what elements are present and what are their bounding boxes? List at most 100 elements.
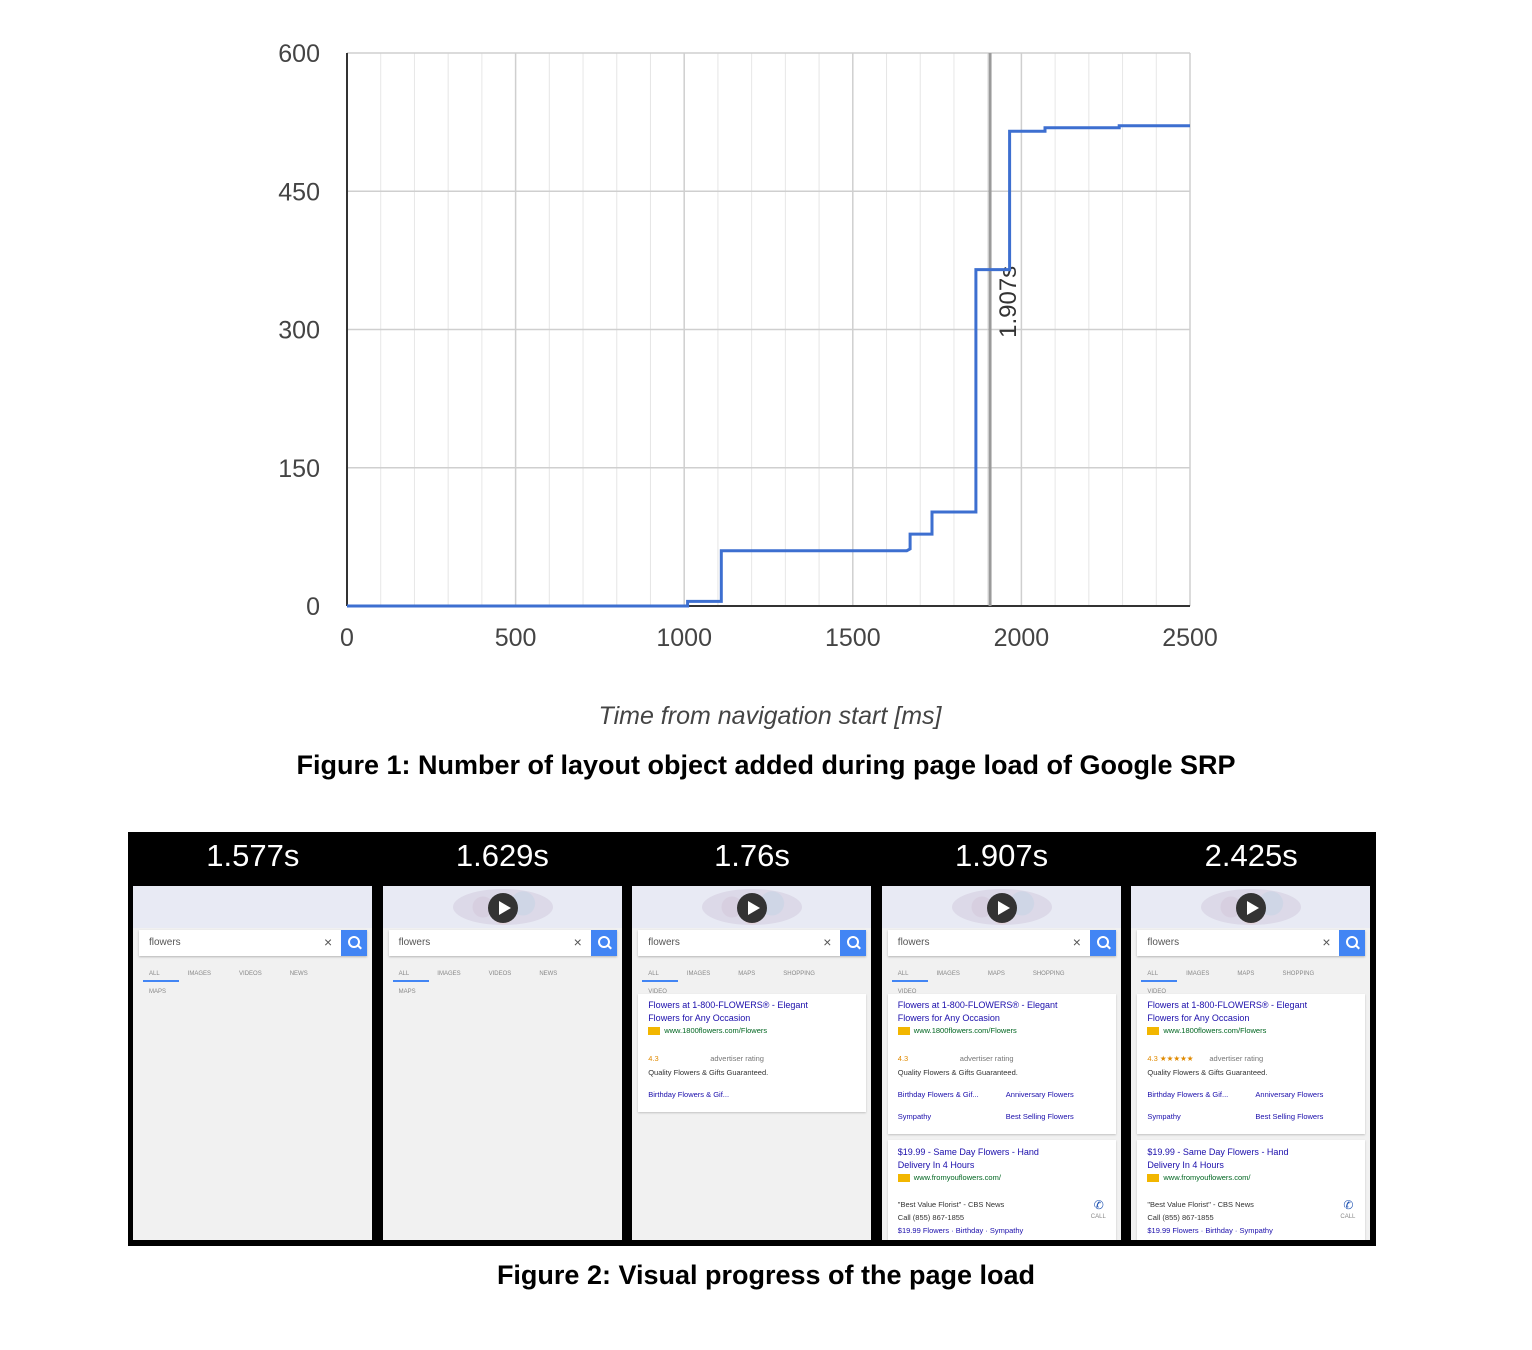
search-bar: flowers × <box>139 930 367 956</box>
figure-2-caption: Figure 2: Visual progress of the page lo… <box>496 1260 1036 1290</box>
tab-label: NEWS <box>539 971 558 977</box>
frame-timestamp: 1.629s <box>455 838 549 873</box>
tab-label: IMAGES <box>437 971 461 977</box>
tab-label: VIDEO <box>897 989 917 995</box>
search-icon <box>341 930 367 956</box>
ad-badge <box>897 1174 910 1183</box>
tab-label: ALL <box>648 971 659 977</box>
ad-url-text: www.1800flowers.com/Flowers <box>913 1026 1017 1035</box>
play-icon <box>737 893 768 923</box>
ad-rating: 4.3 <box>648 1054 659 1063</box>
ad-title-line-1: Flowers at 1-800-FLOWERS® - Elegant <box>1147 1000 1308 1010</box>
clear-icon: × <box>324 934 333 950</box>
play-icon <box>1236 893 1267 923</box>
y-tick-label: 150 <box>278 455 320 483</box>
tab-label: VIDEOS <box>239 971 262 977</box>
result-tabs: ALL IMAGES VIDEOS NEWS MAPS <box>389 962 617 995</box>
ad-sitelink: Anniversary Flowers <box>1255 1090 1324 1099</box>
search-bar: flowers × <box>388 930 617 956</box>
tab-label: ALL <box>1147 971 1159 977</box>
tab-label: MAPS <box>149 989 167 995</box>
x-tick-labels: 0 500 1000 1500 2000 2500 <box>340 624 1218 652</box>
search-icon <box>840 930 867 956</box>
frame-2: 1.629s flowers × ALL IMAGES VIDEOS NEWS MAPS <box>378 832 628 1246</box>
time-marker: 1.907s <box>988 53 1022 606</box>
ad-url-text: www.fromyouflowers.com/ <box>913 1173 1001 1182</box>
tab-label: VIDEOS <box>488 971 512 977</box>
ad-title-line-1: $19.99 - Same Day Flowers - Hand <box>1147 1147 1289 1157</box>
active-tab-indicator <box>392 980 429 982</box>
clear-icon: × <box>573 934 582 950</box>
ad-card: $19.99 - Same Day Flowers - Hand Deliver… <box>1137 1140 1366 1240</box>
ad-card: Flowers at 1-800-FLOWERS® - Elegant Flow… <box>887 994 1116 1134</box>
ad-description: Quality Flowers & Gifts Guaranteed. <box>648 1068 769 1077</box>
layout-objects-chart: 0 150 300 450 600 0 500 1000 1500 2000 2500 1.907… <box>278 40 1218 730</box>
y-tick-label: 0 <box>306 593 320 621</box>
x-tick-label: 0 <box>340 624 354 652</box>
ad-card: Flowers at 1-800-FLOWERS® - Elegant Flow… <box>1137 994 1366 1134</box>
series-line <box>347 124 1190 608</box>
figure-1-caption: Figure 1: Number of layout object added … <box>296 750 1236 780</box>
frame-5: 2.425s flowers × ALL IMAGES MAPS SHOPPING VI… <box>1126 832 1376 1246</box>
call-label: CALL <box>1340 1214 1356 1220</box>
x-tick-label: 2500 <box>1162 624 1218 652</box>
ad-sitelink: Birthday Flowers & Gif... <box>897 1090 979 1099</box>
tab-label: ALL <box>149 971 160 977</box>
ad-phone: Call (855) 867-1855 <box>1147 1213 1214 1222</box>
time-marker-label: 1.907s <box>995 266 1022 338</box>
ad-url: www.fromyouflowers.com/ <box>1147 1173 1251 1183</box>
tab-label: MAPS <box>738 971 756 977</box>
active-tab-indicator <box>891 980 928 982</box>
ad-description: Quality Flowers & Gifts Guaranteed. <box>1147 1068 1268 1077</box>
ad-url-text: www.1800flowers.com/Flowers <box>1163 1026 1267 1035</box>
ad-url: www.1800flowers.com/Flowers <box>648 1026 767 1036</box>
search-bar: flowers × <box>887 930 1116 956</box>
y-tick-label: 300 <box>278 317 320 345</box>
frame-4: 1.907s flowers × ALL IMAGES MAPS SHOPPING VI… <box>877 832 1127 1246</box>
ad-url: www.fromyouflowers.com/ <box>897 1173 1001 1183</box>
clear-icon: × <box>823 934 832 950</box>
ad-badge <box>897 1027 910 1036</box>
ad-title-line-2: Delivery In 4 Hours <box>897 1160 975 1170</box>
phone-icon: ✆ <box>1343 1198 1354 1212</box>
phone-screenshot: flowers × ALL IMAGES MAPS SHOPPING VIDEO Flo… <box>881 886 1121 1240</box>
ad-title-line-1: Flowers at 1-800-FLOWERS® - Elegant <box>648 1000 808 1010</box>
search-query: flowers <box>149 937 181 948</box>
ad-title-line-2: Flowers for Any Occasion <box>648 1013 751 1023</box>
frame-timestamp: 2.425s <box>1204 838 1298 873</box>
tab-label: IMAGES <box>686 971 711 977</box>
tab-label: SHOPPING <box>1032 971 1065 977</box>
ad-rating-label: advertiser rating <box>959 1054 1014 1063</box>
search-query: flowers <box>1147 937 1180 948</box>
clear-icon: × <box>1322 934 1331 950</box>
result-tabs: ALL IMAGES MAPS SHOPPING VIDEO <box>1137 962 1365 995</box>
search-query: flowers <box>398 937 431 948</box>
tab-label: IMAGES <box>936 971 960 977</box>
phone-header <box>881 886 1121 928</box>
phone-header <box>1131 886 1371 928</box>
ad-url: www.1800flowers.com/Flowers <box>1147 1026 1267 1036</box>
result-tabs: ALL IMAGES VIDEOS NEWS MAPS <box>139 962 367 995</box>
chart-major-gridlines <box>347 52 1191 606</box>
search-query: flowers <box>648 937 680 948</box>
tab-label: MAPS <box>398 989 416 995</box>
frame-3: 1.76s flowers × ALL IMAGES MAPS SHOPPING VID… <box>627 832 877 1246</box>
filmstrip: 1.577s flowers × ALL IMAGES VIDEOS NEWS MAPS… <box>128 832 1376 1246</box>
clear-icon: × <box>1072 934 1081 950</box>
result-tabs: ALL IMAGES MAPS SHOPPING VIDEO <box>888 962 1116 995</box>
tab-label: NEWS <box>289 971 308 977</box>
ad-card: $19.99 - Same Day Flowers - Hand Deliver… <box>887 1140 1116 1240</box>
y-tick-labels: 0 150 300 450 600 <box>278 40 320 621</box>
x-tick-label: 1000 <box>656 624 712 652</box>
ad-title-line-1: $19.99 - Same Day Flowers - Hand <box>897 1147 1039 1157</box>
y-tick-label: 600 <box>278 40 320 68</box>
phone-screenshot: flowers × ALL IMAGES MAPS SHOPPING VIDEO Flo… <box>632 886 872 1240</box>
tab-label: ALL <box>897 971 909 977</box>
search-icon <box>590 930 617 956</box>
frame-timestamp: 1.907s <box>955 838 1049 873</box>
ad-title-line-2: Delivery In 4 Hours <box>1147 1160 1224 1170</box>
ad-sitelink: Birthday Flowers & Gif... <box>648 1090 730 1099</box>
frame-timestamp: 1.76s <box>714 838 790 873</box>
active-tab-indicator <box>642 980 679 982</box>
frame-1: 1.577s flowers × ALL IMAGES VIDEOS NEWS MAPS <box>128 832 378 1246</box>
